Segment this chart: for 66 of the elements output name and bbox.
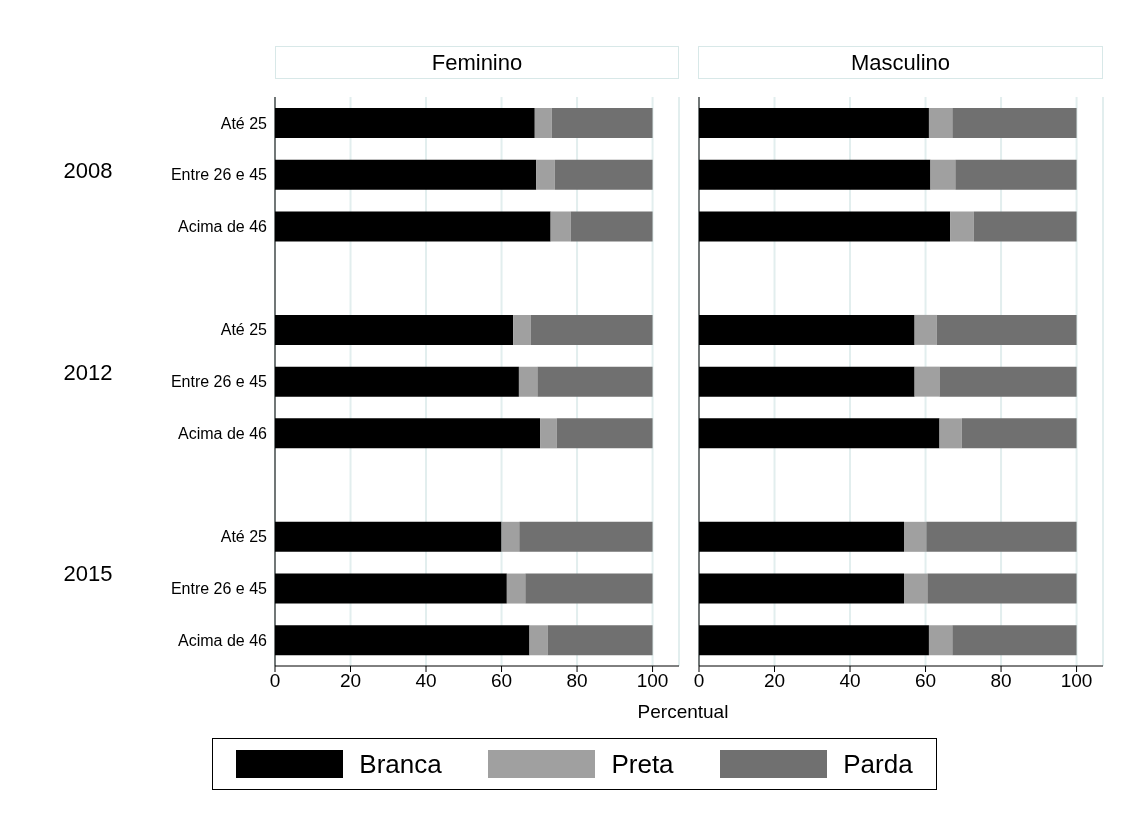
chart-title: Masculino	[698, 46, 1103, 79]
bar	[556, 418, 653, 449]
bar	[547, 625, 653, 656]
x-tick-label: 100	[636, 670, 669, 692]
bar	[961, 418, 1077, 449]
bar	[554, 159, 653, 190]
x-tick-label: 0	[269, 670, 281, 692]
bar	[534, 108, 552, 138]
x-tick-label: 40	[839, 670, 861, 692]
x-tick-label: 20	[339, 670, 362, 692]
legend-label: Parda	[843, 748, 913, 780]
bar	[570, 211, 653, 242]
bar	[518, 366, 538, 397]
x-tick-label: 40	[415, 670, 437, 692]
bar	[537, 366, 653, 397]
text: 2012	[62, 359, 114, 386]
x-tick-label: 80	[990, 670, 1012, 692]
bar	[540, 418, 557, 449]
y-tick-label: Entre 26 e 45	[170, 580, 268, 598]
x-tick-label: 80	[566, 670, 588, 692]
bar	[939, 366, 1077, 397]
bar	[529, 625, 548, 656]
bar	[550, 211, 571, 242]
bar	[536, 159, 555, 190]
bar	[551, 108, 653, 138]
bar	[525, 573, 653, 604]
bar	[501, 521, 520, 552]
bar	[955, 159, 1077, 190]
bar	[930, 159, 956, 190]
bar	[904, 521, 927, 552]
x-tick-label: 20	[763, 670, 786, 692]
y-tick-label: Entre 26 e 45	[170, 373, 268, 391]
x-tick-label: 0	[693, 670, 705, 692]
x-tick-label: 60	[914, 670, 937, 692]
text: 2015	[62, 560, 114, 587]
legend-label: Branca	[359, 748, 442, 780]
y-tick-label: Até 25	[220, 114, 268, 132]
bar	[936, 314, 1077, 345]
bar	[914, 366, 940, 397]
bar	[914, 314, 937, 345]
x-axis-title: Percentual	[636, 701, 730, 723]
x-tick-label: 60	[490, 670, 513, 692]
y-tick-label: Até 25	[220, 321, 268, 339]
legend-label: Preta	[611, 748, 674, 780]
y-tick-label: Acima de 46	[178, 218, 268, 235]
y-tick-label: Entre 26 e 45	[170, 166, 268, 184]
y-tick-label: Até 25	[220, 528, 268, 546]
bar	[939, 418, 962, 449]
bar	[506, 573, 526, 604]
bar	[926, 521, 1077, 552]
bar	[530, 314, 653, 345]
bar	[904, 573, 928, 604]
y-tick-label: Acima de 46	[178, 631, 268, 649]
bar	[973, 211, 1077, 242]
bar	[928, 108, 953, 138]
bar	[952, 625, 1077, 656]
x-tick-label: 100	[1060, 670, 1093, 692]
y-tick-label: Acima de 46	[178, 424, 268, 442]
bar	[519, 521, 653, 552]
bar	[928, 625, 953, 656]
bar	[952, 108, 1077, 138]
bar	[950, 211, 974, 242]
chart-title: Feminino	[275, 46, 679, 79]
bar	[927, 573, 1077, 604]
bar	[513, 314, 531, 345]
text: 2008	[62, 158, 114, 185]
